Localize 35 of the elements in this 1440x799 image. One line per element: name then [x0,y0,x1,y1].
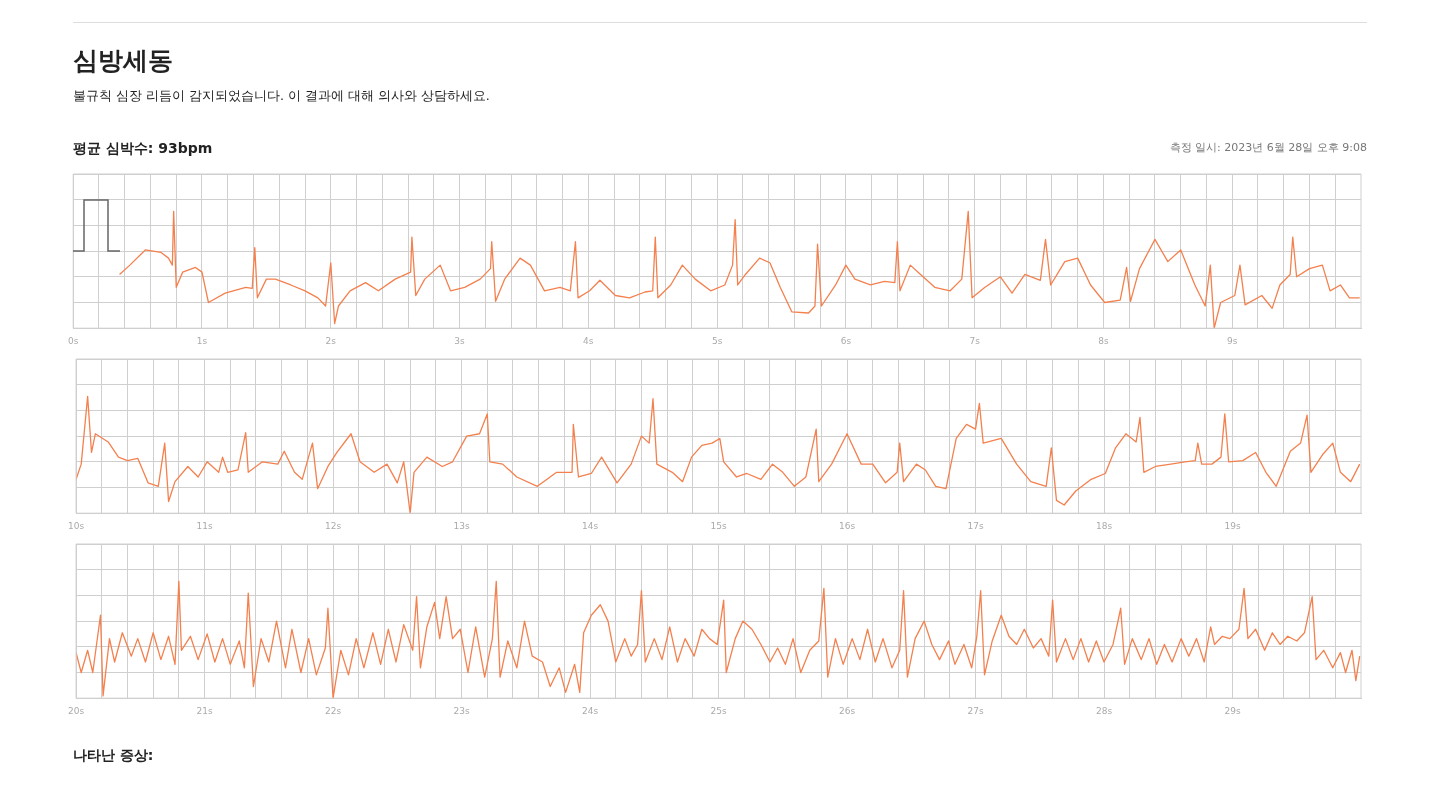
x-tick-label: 2s [325,335,337,346]
x-tick-label: 27s [967,705,984,716]
x-tick-label: 8s [1098,335,1109,346]
x-tick-label: 14s [581,520,599,531]
x-tick-label: 0s [68,335,79,346]
text: 나타난 증상: [73,747,154,765]
x-tick-label: 21s [196,705,213,716]
x-tick-label: 4s [583,335,594,346]
text: 평균 심박수: 93bpm [73,140,213,158]
x-tick-label: 7s [969,335,981,346]
x-tick-label: 1s [196,335,208,346]
x-tick-label: 24s [581,705,599,716]
x-tick-label: 19s [1224,520,1241,531]
x-tick-label: 28s [1095,705,1113,716]
x-tick-label: 15s [710,520,727,531]
x-tick-label: 23s [453,705,470,716]
text: 측정 일시: 2023년 6월 28일 오후 9:08 [1169,140,1367,155]
chart-title: 심방세동 [73,45,173,77]
chart-subtitle: 불규칙 심장 리듬이 감지되었습니다. 이 결과에 대해 의사와 상담하세요. [73,88,490,105]
x-tick-label: 10s [67,520,85,531]
x-tick-label: 16s [838,520,856,531]
x-tick-label: 29s [1224,705,1241,716]
x-tick-label: 11s [196,520,213,531]
x-tick-label: 9s [1227,335,1238,346]
x-tick-label: 12s [324,520,342,531]
x-tick-label: 5s [711,335,723,346]
x-tick-label: 13s [453,520,470,531]
x-tick-label: 6s [840,335,852,346]
x-tick-label: 3s [454,335,466,346]
x-tick-label: 25s [710,705,727,716]
x-tick-label: 17s [967,520,984,531]
x-tick-label: 22s [324,705,342,716]
x-tick-label: 26s [838,705,856,716]
x-tick-label: 18s [1095,520,1113,531]
x-tick-label: 20s [67,705,85,716]
